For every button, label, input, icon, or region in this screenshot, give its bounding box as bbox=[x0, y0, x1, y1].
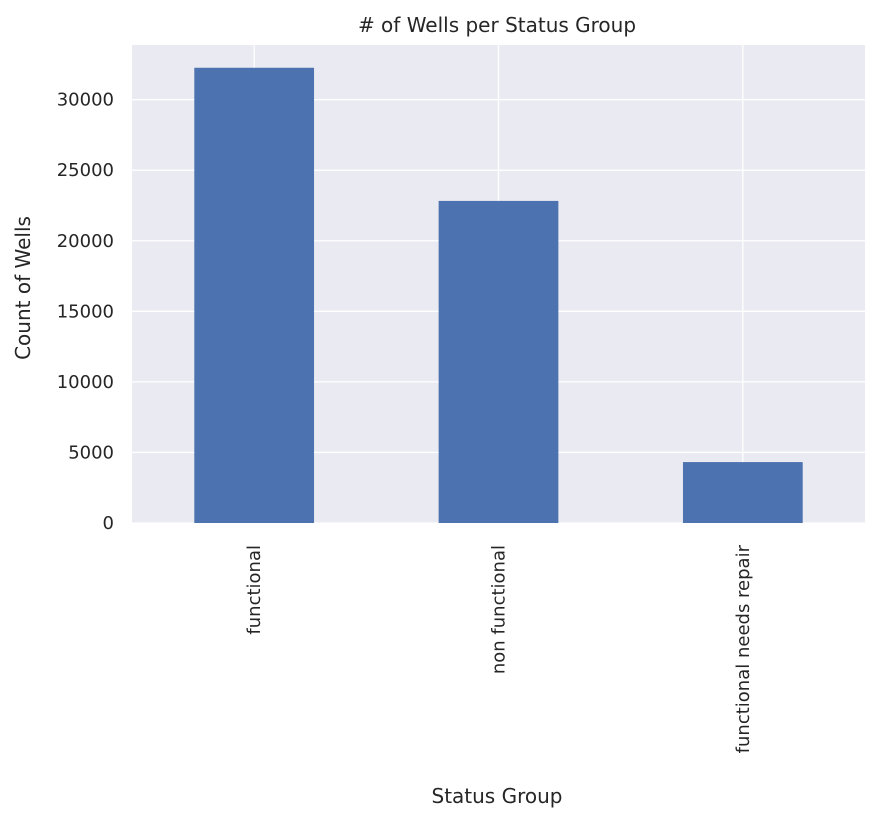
bar-functional-needs-repair bbox=[682, 462, 803, 523]
y-tick-label: 15000 bbox=[57, 301, 114, 322]
y-tick-label: 5000 bbox=[68, 442, 114, 463]
y-tick-label: 20000 bbox=[57, 231, 114, 252]
y-tick-label: 30000 bbox=[57, 90, 114, 111]
y-axis-ticks: 0 5000 10000 15000 20000 25000 30000 bbox=[57, 90, 114, 534]
x-tick-label: functional bbox=[244, 545, 265, 635]
y-axis-label: Count of Wells bbox=[11, 216, 35, 360]
chart-title: # of Wells per Status Group bbox=[358, 13, 636, 37]
bars bbox=[194, 67, 803, 524]
x-axis-ticks: functional non functional functional needs… bbox=[244, 544, 754, 753]
x-tick-label: functional needs repair bbox=[733, 544, 754, 753]
bar-functional bbox=[194, 67, 315, 523]
y-tick-label: 10000 bbox=[57, 372, 114, 393]
y-tick-label: 25000 bbox=[57, 160, 114, 181]
x-axis-label: Status Group bbox=[432, 784, 563, 808]
bar-non-functional bbox=[438, 200, 559, 524]
y-tick-label: 0 bbox=[103, 513, 114, 534]
x-tick-label: non functional bbox=[489, 545, 510, 674]
